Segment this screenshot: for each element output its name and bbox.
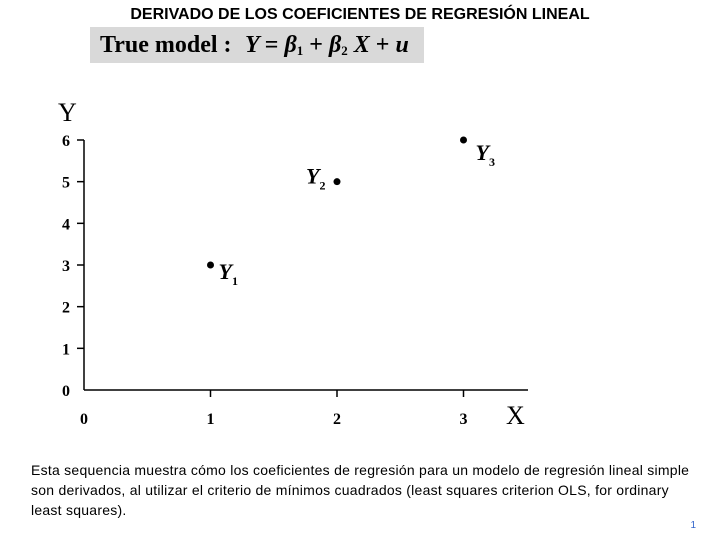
data-point-y1 — [207, 261, 214, 269]
eq-y: Y — [245, 32, 259, 58]
eq-beta2: β — [328, 32, 342, 58]
point-label-y1: Y1 — [219, 259, 238, 288]
eq-x: X — [353, 32, 370, 58]
y-tick-label-3: 3 — [62, 258, 70, 275]
eq-beta2-sub: 2 — [341, 43, 348, 58]
eq-plus-1: + — [309, 32, 323, 58]
x-tick-label-2: 2 — [333, 411, 341, 428]
x-axis-title: X — [506, 401, 525, 430]
point-label-y3: Y3 — [476, 140, 495, 169]
slide-title: DERIVADO DE LOS COEFICIENTES DE REGRESIÓ… — [130, 6, 590, 23]
x-ticks: 0 1 2 3 — [80, 390, 468, 428]
point-label-y2: Y2 — [306, 164, 325, 193]
point-label-sub-y3: 3 — [489, 155, 495, 169]
x-tick-label-1: 1 — [207, 411, 215, 428]
y-tick-label-4: 4 — [62, 216, 70, 233]
x-tick-label-0: 0 — [80, 411, 88, 428]
data-point-y3 — [460, 136, 467, 144]
y-ticks: 0 1 2 3 4 5 6 — [62, 133, 84, 400]
y-tick-label-6: 6 — [62, 133, 70, 150]
y-axis-title: Y — [58, 98, 77, 127]
point-label-sub-y2: 2 — [319, 179, 325, 193]
model-equation: Y = β1 + β2 X + u — [245, 27, 409, 69]
eq-equals: = — [264, 32, 279, 58]
point-label-sub-y1: 1 — [232, 274, 238, 288]
data-point-y2 — [333, 178, 341, 186]
y-tick-label-5: 5 — [62, 175, 70, 192]
true-model-box: True model : Y = β1 + β2 X + u — [90, 27, 424, 63]
true-model-label: True model : — [100, 32, 232, 58]
page-number: 1 — [690, 520, 696, 531]
data-points: Y1 Y2 Y3 — [207, 136, 495, 288]
y-tick-label-2: 2 — [62, 300, 70, 317]
y-tick-label-0: 0 — [62, 383, 70, 400]
eq-plus-2: + — [375, 32, 390, 58]
y-tick-label-1: 1 — [62, 341, 70, 358]
eq-u: u — [395, 32, 409, 58]
x-tick-label-3: 3 — [460, 411, 468, 428]
eq-beta1-sub: 1 — [296, 43, 304, 58]
description-text: Esta sequencia muestra cómo los coeficie… — [31, 462, 690, 518]
eq-beta1: β — [284, 32, 297, 58]
